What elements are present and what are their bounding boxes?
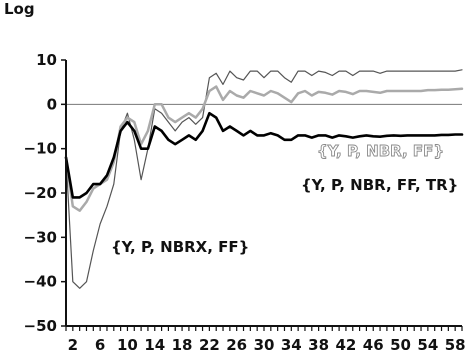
series-line-1 [64,85,464,212]
x-tick-label: 34 [281,336,302,354]
x-tick-label: 54 [417,336,438,354]
x-tick-label: 50 [390,336,411,354]
x-tick-label: 22 [199,336,220,354]
y-tick-label: −20 [24,184,57,202]
series-label-nbr-ff-tr: {Y, P, NBR, FF, TR} [301,176,458,194]
x-tick-label: 18 [172,336,193,354]
series-line-0 [65,69,463,289]
x-tick-label: 38 [308,336,329,354]
x-tick-label: 46 [363,336,384,354]
series-layer [64,69,464,289]
x-tick-label: 58 [445,336,465,354]
y-tick-label: −10 [24,140,57,158]
series-label-nbr-ff: {Y, P, NBR, FF} [317,142,444,160]
y-tick-label: −50 [24,317,57,335]
x-tick-label: 10 [117,336,138,354]
x-tick-label: 14 [144,336,165,354]
y-tick-label: 10 [36,51,57,69]
x-tick-label: 42 [335,336,356,354]
series-line-2 [64,111,464,199]
y-axis-title: Log [4,0,35,18]
y-ticks-layer: 10 0 −10 −20 −30 −40 −50 [24,51,66,335]
x-tick-label: 2 [68,336,78,354]
y-tick-label: 0 [47,95,57,113]
y-tick-label: −40 [24,273,57,291]
x-tick-label: 6 [95,336,105,354]
x-tick-label: 30 [254,336,275,354]
series-label-nbrx-ff: {Y, P, NBRX, FF} [111,238,249,256]
y-tick-label: −30 [24,228,57,246]
x-tick-label: 26 [226,336,247,354]
x-ticks-layer: 2 6 10 14 18 22 26 30 34 38 42 46 50 54 58 [65,326,465,354]
